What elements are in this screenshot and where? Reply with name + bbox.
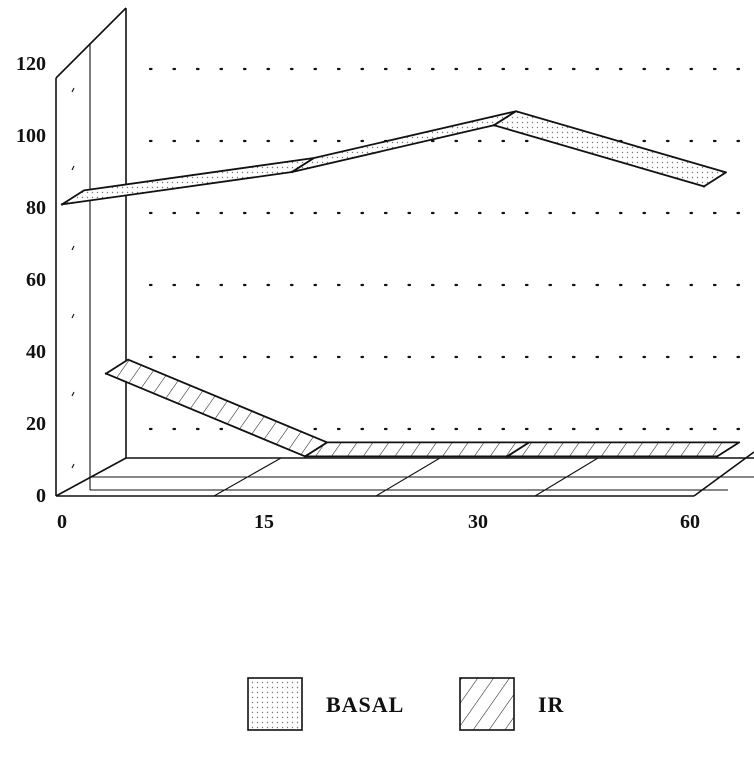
y-tick-label: 100 xyxy=(16,125,46,147)
series-ir xyxy=(104,358,741,458)
x-tick-label: 60 xyxy=(680,511,700,533)
ribbon-segment-ir xyxy=(304,441,531,458)
legend-swatch-basal xyxy=(247,677,303,731)
series-basal xyxy=(60,110,727,206)
y-tick-label: 40 xyxy=(26,341,46,363)
ribbon-segment-basal xyxy=(61,157,315,206)
ribbon-segment-ir xyxy=(506,441,741,458)
legend-swatch-ir xyxy=(459,677,515,731)
legend-label-basal: BASAL xyxy=(326,692,404,717)
x-tick-label: 30 xyxy=(468,511,488,533)
x-tick-label: 15 xyxy=(254,511,274,533)
legend: BASAL IR xyxy=(247,677,565,731)
gridlines xyxy=(148,67,754,431)
y-tick-label: 0 xyxy=(36,485,46,507)
y-tick-label: 120 xyxy=(16,53,46,75)
data-point-basal xyxy=(290,170,294,174)
data-point-basal xyxy=(60,203,64,206)
series-layer xyxy=(60,110,741,458)
data-point-basal xyxy=(492,124,496,127)
data-point-basal xyxy=(702,185,706,188)
y-tick-label: 20 xyxy=(26,413,46,435)
chart-frame xyxy=(55,7,754,497)
y-axis-ticks: 0 20 40 60 80 100 120 xyxy=(16,53,46,507)
x-tick-label: 0 xyxy=(57,511,67,533)
y-tick-label: 80 xyxy=(26,197,46,219)
ribbon-segment-basal xyxy=(493,110,727,188)
ribbon-segment-ir xyxy=(105,358,329,458)
data-point-ir xyxy=(104,372,108,375)
x-axis-ticks: 0 15 30 60 xyxy=(57,511,700,533)
data-point-ir xyxy=(506,455,509,458)
y-tick-label: 60 xyxy=(26,269,46,291)
data-point-ir xyxy=(304,455,307,458)
data-point-ir xyxy=(716,455,719,458)
legend-label-ir: IR xyxy=(538,692,565,717)
ribbon-segment-basal xyxy=(291,110,517,173)
